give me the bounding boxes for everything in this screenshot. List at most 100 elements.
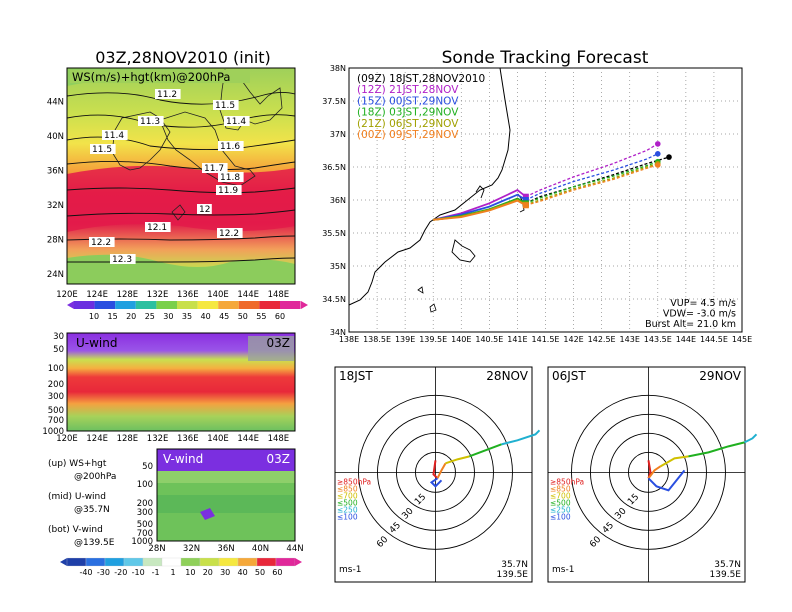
u-wind-x-tick: 124E: [86, 434, 108, 444]
height-label: 11.7: [204, 164, 224, 174]
polar-date: 28NOV: [486, 369, 528, 383]
height-label: 11.3: [140, 117, 160, 127]
colorbar-tick: 55: [256, 312, 266, 321]
colorbar-tick: 30: [163, 312, 173, 321]
lower-colorbar: -40 -30 -20 -10 -1 1 10 20 30 40 50 60: [60, 557, 302, 577]
left-legend-line: (mid) U-wind: [48, 492, 106, 502]
colorbar-tick: -30: [97, 568, 110, 577]
v-wind-y-tick: 200: [137, 499, 153, 509]
track-x-tick: 139.5E: [419, 335, 447, 344]
polar-level-label: ≤100: [550, 512, 571, 521]
track-x-tick: 140.5E: [475, 335, 503, 344]
track-legend-entry: (21Z) 06JST,29NOV: [357, 118, 459, 130]
track-x-tick: 138.5E: [363, 335, 391, 344]
u-wind-x-tick: 120E: [56, 434, 78, 444]
polar-level-label: ≤500: [337, 498, 358, 507]
landing-point: [654, 162, 661, 168]
polar-level-label: ≤850: [550, 484, 571, 493]
colorbar-tick: 35: [182, 312, 192, 321]
polar-level-label: ≥850hPa: [337, 477, 371, 486]
height-labels: 11.2 11.3 11.4 11.5 11.4 11.5 11.6 11.711.8 11.9…: [89, 89, 250, 265]
colorbar-tick: 45: [219, 312, 229, 321]
colorbar-tick: 10: [185, 568, 195, 577]
colorbar-tick: 10: [89, 312, 99, 321]
v-wind-x-tick: 32N: [183, 544, 200, 554]
track-annotation: Burst Alt= 21.0 km: [645, 319, 736, 330]
u-wind-x-ticks: 120E 124E 128E 132E 136E 140E 144E 148E: [56, 434, 289, 444]
u-wind-y-tick: 50: [53, 345, 64, 355]
map-x-tick: 128E: [117, 290, 139, 300]
map-x-tick: 136E: [177, 290, 199, 300]
landing-point: [654, 141, 661, 147]
colorbar-tick: -20: [114, 568, 127, 577]
hodograph-segment: [659, 455, 689, 468]
track-x-tick: 143E: [620, 335, 640, 344]
track-y-tick: 35.5N: [322, 229, 346, 238]
hodograph-segment: [432, 460, 439, 480]
height-label: 11.4: [104, 131, 124, 141]
u-wind-x-tick: 144E: [237, 434, 259, 444]
polar-level-label: ≤250: [550, 505, 571, 514]
map-x-tick: 124E: [86, 290, 108, 300]
track-line-descent: [525, 164, 658, 206]
height-label: 11.8: [220, 173, 240, 183]
track-legend-entry: (00Z) 09JST,29NOV: [357, 129, 459, 141]
upper-map-title: WS(m/s)+hgt(km)@200hPa: [72, 70, 230, 84]
height-label: 12: [199, 205, 210, 215]
track-x-tick: 138E: [339, 335, 359, 344]
polar-level-label: ≤100: [337, 512, 358, 521]
map-x-tick: 148E: [268, 290, 290, 300]
u-wind-x-tick: 136E: [177, 434, 199, 444]
u-wind-y-tick: 1000: [42, 427, 64, 437]
burst-marker: [522, 193, 529, 200]
track-x-tick: 142E: [563, 335, 583, 344]
polar-level-label: ≤500: [550, 498, 571, 507]
colorbar-tick: 50: [238, 312, 248, 321]
map-y-tick: 28N: [47, 236, 64, 246]
main-title: 03Z,28NOV2010 (init): [95, 48, 271, 67]
height-label: 12.2: [91, 238, 111, 248]
left-legend-line: @35.7N: [74, 505, 110, 515]
v-wind-y-tick: 700: [137, 529, 153, 539]
track-legend-entry: (18Z) 03JST,29NOV: [357, 107, 459, 119]
colorbar-tick: 40: [201, 312, 211, 321]
track-y-tick: 34N: [330, 328, 346, 337]
u-wind-y-tick: 100: [48, 364, 64, 374]
height-label: 11.5: [215, 101, 235, 111]
hodograph-segment: [436, 462, 447, 479]
track-legend-entry: (09Z) 18JST,28NOV2010: [357, 73, 485, 85]
colorbar-tick: 20: [126, 312, 136, 321]
u-wind-x-tick: 132E: [147, 434, 169, 444]
colorbar-tick: 25: [145, 312, 155, 321]
map-x-tick: 140E: [207, 290, 229, 300]
map-x-ticks: 120E 124E 128E 132E 136E 140E 144E 148E: [56, 290, 289, 300]
polar-location-lat: 35.7N: [714, 560, 741, 570]
colorbar-tick: 50: [255, 568, 265, 577]
polar-level-label: ≤250: [337, 505, 358, 514]
v-wind-x-ticks: 28N 32N 36N 40N 44N: [148, 544, 303, 554]
colorbar-tick: -1: [152, 568, 160, 577]
track-annotation: VUP= 4.5 m/s: [670, 298, 736, 309]
hodograph-segment: [501, 429, 541, 446]
map-land: [111, 111, 171, 171]
v-wind-y-tick: 50: [142, 462, 153, 472]
track-lines: [433, 141, 672, 221]
left-legend-line: @139.5E: [74, 538, 115, 548]
height-label: 11.5: [92, 145, 112, 155]
u-wind-y-tick: 700: [48, 416, 64, 426]
colorbar-tick: 1: [170, 568, 175, 577]
u-wind-x-tick: 148E: [268, 434, 290, 444]
colorbar-tick: 40: [238, 568, 248, 577]
v-wind-panel: V-wind 03Z 28N 32N 36N 40N 44N 5010020030050…: [131, 448, 304, 554]
map-x-tick: 120E: [56, 290, 78, 300]
track-y-tick: 38N: [330, 64, 346, 73]
colorbar-tick: -10: [132, 568, 145, 577]
polar-level-label: ≥850hPa: [550, 477, 584, 486]
map-x-tick: 144E: [237, 290, 259, 300]
v-wind-title: V-wind: [163, 452, 203, 466]
v-wind-y-tick: 1000: [131, 537, 153, 547]
polar-time: 18JST: [339, 369, 373, 383]
